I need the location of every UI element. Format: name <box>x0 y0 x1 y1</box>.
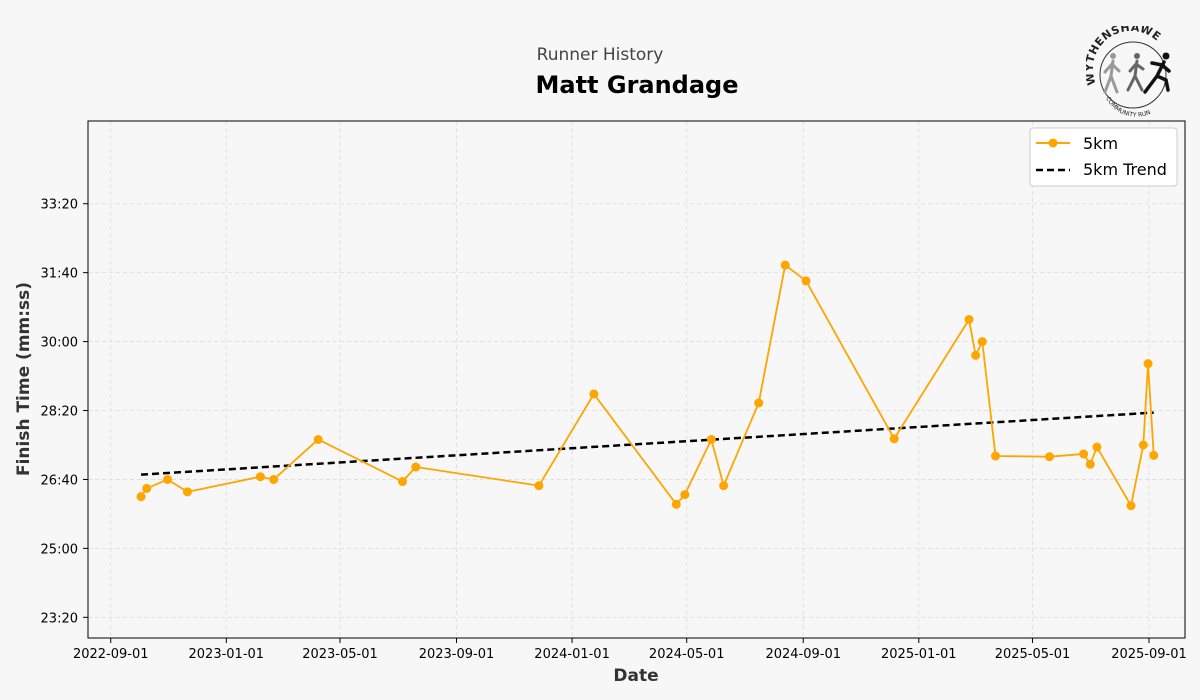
y-tick-label: 25:00 <box>41 542 78 557</box>
data-point <box>163 474 173 484</box>
data-point <box>889 434 899 444</box>
y-tick-label: 33:20 <box>41 198 78 213</box>
chart-subtitle: Runner History <box>536 45 664 65</box>
data-point <box>706 434 716 444</box>
data-point <box>1149 450 1159 460</box>
logo-bottom-text: COMMUNITY RUN <box>1104 95 1151 118</box>
data-point <box>719 481 729 491</box>
x-axis-label: Date <box>613 666 658 686</box>
data-point <box>780 260 790 270</box>
runner-silhouette-mid <box>1126 53 1145 92</box>
data-point <box>182 487 192 497</box>
data-point <box>313 434 323 444</box>
wythenshawe-logo: WYTHENSHAWE COMMUNITY RUN <box>1086 26 1171 118</box>
x-tick-label: 2024-05-01 <box>649 647 725 662</box>
data-point <box>754 398 764 408</box>
series-line-5km <box>140 264 1155 507</box>
data-point <box>1126 501 1136 511</box>
data-point <box>1045 452 1055 462</box>
data-point <box>411 462 421 472</box>
data-point <box>142 483 152 493</box>
logo-ring <box>1099 41 1167 109</box>
y-tick-label: 31:40 <box>41 267 78 282</box>
data-point <box>964 315 974 325</box>
grid-lines <box>88 121 1185 638</box>
x-tick-label: 2025-05-01 <box>995 647 1071 662</box>
data-point <box>680 490 690 500</box>
data-point <box>801 276 811 286</box>
data-point <box>1092 442 1102 452</box>
data-point <box>269 474 279 484</box>
data-point <box>534 481 544 491</box>
x-tick-label: 2023-09-01 <box>419 647 495 662</box>
x-tick-label: 2025-09-01 <box>1111 647 1187 662</box>
plot-area <box>136 260 1159 511</box>
y-axis-label: Finish Time (mm:ss) <box>14 282 34 476</box>
data-point <box>1079 449 1089 459</box>
x-tick-label: 2025-01-01 <box>881 647 957 662</box>
x-tick-label: 2023-05-01 <box>302 647 378 662</box>
runner-silhouette-light <box>1103 53 1121 94</box>
x-tick-label: 2022-09-01 <box>73 647 149 662</box>
legend-trend-label: 5km Trend <box>1083 160 1167 179</box>
data-point <box>398 477 408 487</box>
data-point <box>977 337 987 347</box>
x-axis: 2022-09-01 2023-01-01 2023-05-01 2023-09-01… <box>73 638 1187 662</box>
data-point <box>991 451 1001 461</box>
y-axis: 23:20 25:00 26:40 28:20 30:00 31:40 33:20 <box>41 198 88 626</box>
trend-line <box>140 411 1154 476</box>
x-tick-label: 2024-01-01 <box>534 647 610 662</box>
svg-text:COMMUNITY RUN: COMMUNITY RUN <box>1104 95 1151 118</box>
y-tick-label: 28:20 <box>41 405 78 420</box>
data-point <box>1138 440 1148 450</box>
y-tick-label: 23:20 <box>41 611 78 626</box>
data-point <box>671 499 681 509</box>
x-tick-label: 2023-01-01 <box>189 647 265 662</box>
x-tick-label: 2024-09-01 <box>765 647 841 662</box>
svg-text:WYTHENSHAWE: WYTHENSHAWE <box>1086 26 1163 87</box>
legend: 5km 5km Trend <box>1029 127 1178 187</box>
data-point <box>255 472 265 482</box>
logo-top-text: WYTHENSHAWE <box>1086 26 1163 87</box>
data-point <box>589 389 599 399</box>
plot-frame <box>87 120 1186 639</box>
legend-series-label: 5km <box>1083 134 1118 153</box>
data-point <box>1143 359 1153 369</box>
y-tick-label: 30:00 <box>41 336 78 351</box>
y-tick-label: 26:40 <box>41 473 78 488</box>
data-point <box>1085 459 1095 469</box>
legend-series-marker <box>1048 138 1058 148</box>
runner-silhouette-dark <box>1143 52 1171 94</box>
data-point <box>136 492 146 502</box>
chart-title: Matt Grandage <box>535 71 739 99</box>
data-point <box>971 350 981 360</box>
